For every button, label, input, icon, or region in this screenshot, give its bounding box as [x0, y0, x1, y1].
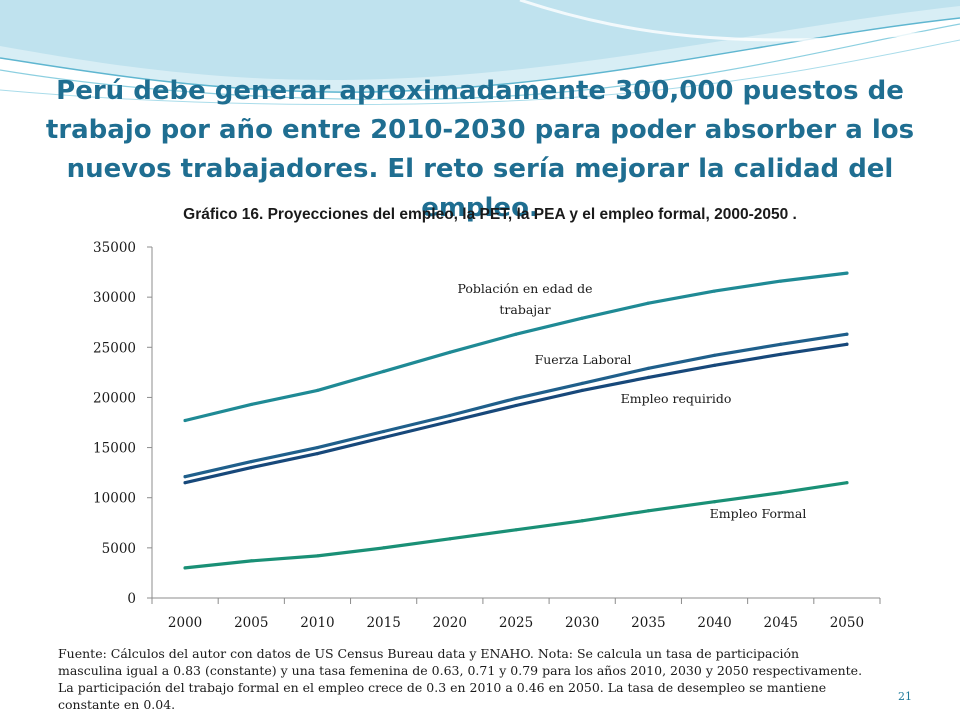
data-point — [514, 332, 518, 336]
footnote-line: La participación del trabajo formal en e… — [58, 680, 827, 695]
data-point — [845, 481, 849, 485]
x-tick-label: 2015 — [366, 615, 400, 631]
data-point — [580, 388, 584, 393]
data-point — [712, 289, 717, 293]
x-tick-label: 2030 — [565, 615, 599, 631]
x-tick-label: 2020 — [433, 615, 467, 631]
data-point — [580, 519, 584, 523]
x-tick-label: 2000 — [168, 615, 202, 631]
data-point — [845, 271, 849, 275]
series-label: Fuerza Laboral — [535, 352, 632, 367]
data-point — [183, 475, 187, 479]
data-point — [448, 537, 452, 541]
data-point — [646, 509, 650, 513]
y-tick-label: 35000 — [93, 240, 136, 256]
y-tick-label: 10000 — [93, 491, 136, 507]
data-point — [249, 466, 253, 470]
series-line — [183, 342, 849, 485]
x-tick-label: 2025 — [499, 615, 533, 631]
data-point — [712, 353, 717, 357]
footnote-line: masculina igual a 0.83 (constante) y una… — [58, 663, 863, 678]
slide-title: Perú debe generar aproximadamente 300,00… — [40, 72, 920, 228]
data-point — [514, 396, 518, 401]
data-point — [249, 460, 253, 464]
x-tick-label: 2010 — [300, 615, 334, 631]
header-wave-decoration — [0, 0, 960, 106]
data-point — [315, 445, 320, 450]
y-tick-label: 25000 — [93, 340, 136, 356]
footnote-line: constante en 0.04. — [58, 697, 176, 712]
data-point — [315, 554, 320, 558]
data-point — [315, 451, 320, 456]
slide-title-line: nuevos trabajadores. El reto sería mejor… — [66, 154, 894, 223]
x-tick-label: 2050 — [830, 615, 864, 631]
data-point — [646, 366, 650, 370]
data-point — [712, 500, 717, 504]
data-point — [448, 413, 452, 418]
x-tick-label: 2035 — [631, 615, 665, 631]
data-point — [712, 363, 717, 367]
data-point — [382, 429, 386, 434]
y-tick-label: 20000 — [93, 390, 136, 406]
data-point — [183, 418, 187, 423]
data-point — [382, 546, 386, 550]
y-tick-label: 30000 — [93, 290, 136, 306]
data-point — [382, 369, 386, 373]
data-point — [646, 301, 650, 305]
data-point — [779, 279, 783, 283]
y-tick-label: 5000 — [102, 541, 136, 557]
data-point — [845, 332, 849, 336]
series-label: Empleo Formal — [710, 506, 807, 521]
data-point — [779, 342, 783, 346]
data-point — [183, 481, 187, 485]
data-point — [580, 381, 584, 385]
data-point — [779, 352, 783, 356]
x-tick-label: 2040 — [697, 615, 731, 631]
x-tick-label: 2005 — [234, 615, 268, 631]
data-point — [514, 403, 518, 408]
chart-title: Gráfico 16. Proyecciones del empleo, la … — [183, 206, 797, 223]
data-point — [448, 350, 452, 354]
data-point — [382, 435, 386, 440]
slide-title-line: trabajo por año entre 2010-2030 para pod… — [45, 115, 915, 145]
y-tick-label: 0 — [127, 591, 136, 607]
footnote-line: Fuente: Cálculos del autor con datos de … — [58, 646, 800, 661]
data-point — [779, 491, 783, 495]
y-tick-label: 15000 — [93, 441, 136, 457]
slide-title-line: Perú debe generar aproximadamente 300,00… — [56, 76, 904, 106]
series-line — [183, 481, 849, 570]
data-point — [646, 375, 650, 379]
series-label: Empleo requirido — [621, 391, 732, 406]
data-point — [845, 342, 849, 346]
x-tick-label: 2045 — [764, 615, 798, 631]
data-point — [514, 528, 518, 532]
data-point — [183, 566, 187, 570]
source-footnote: Fuente: Cálculos del autor con datos de … — [58, 645, 918, 713]
data-point — [580, 316, 584, 320]
series-label: trabajar — [499, 302, 550, 317]
data-point — [448, 419, 452, 424]
page-number: 21 — [898, 690, 912, 703]
data-point — [315, 388, 320, 393]
data-point — [249, 402, 253, 407]
data-point — [249, 559, 253, 563]
series-label: Población en edad de — [457, 281, 592, 296]
